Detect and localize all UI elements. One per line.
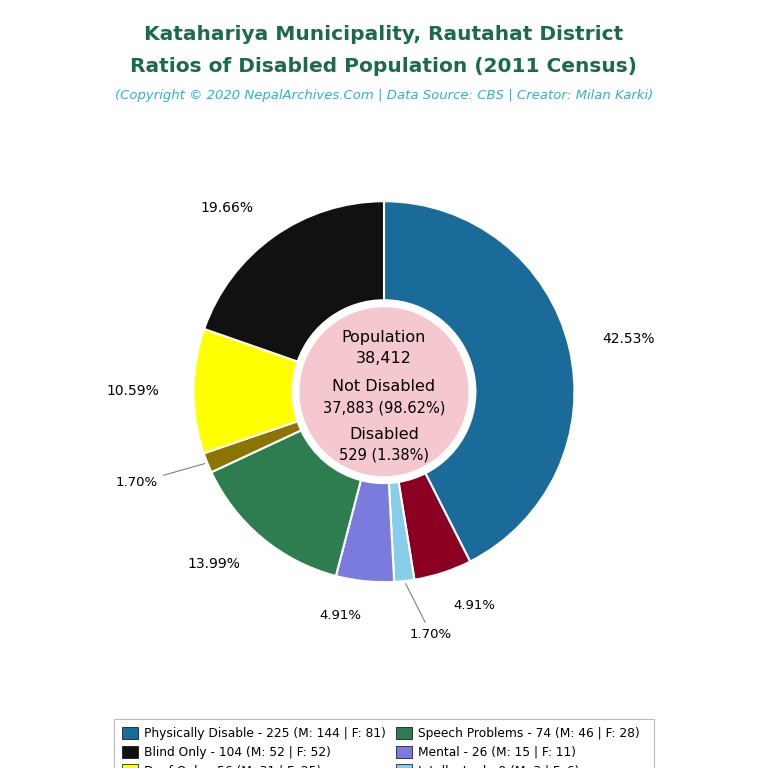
Text: Ratios of Disabled Population (2011 Census): Ratios of Disabled Population (2011 Cens… bbox=[131, 58, 637, 76]
Text: 37,883 (98.62%): 37,883 (98.62%) bbox=[323, 400, 445, 415]
Wedge shape bbox=[204, 422, 301, 472]
Text: 13.99%: 13.99% bbox=[187, 558, 240, 571]
Text: Disabled: Disabled bbox=[349, 427, 419, 442]
Text: 19.66%: 19.66% bbox=[201, 201, 254, 216]
Circle shape bbox=[300, 308, 468, 475]
Text: 1.70%: 1.70% bbox=[406, 584, 452, 641]
Text: 529 (1.38%): 529 (1.38%) bbox=[339, 448, 429, 463]
Text: Not Disabled: Not Disabled bbox=[333, 379, 435, 394]
Wedge shape bbox=[336, 480, 394, 582]
Text: Katahariya Municipality, Rautahat District: Katahariya Municipality, Rautahat Distri… bbox=[144, 25, 624, 44]
Wedge shape bbox=[194, 329, 298, 453]
Text: 4.91%: 4.91% bbox=[319, 609, 362, 622]
Legend: Physically Disable - 225 (M: 144 | F: 81), Blind Only - 104 (M: 52 | F: 52), Dea: Physically Disable - 225 (M: 144 | F: 81… bbox=[114, 719, 654, 768]
Text: 42.53%: 42.53% bbox=[603, 333, 655, 346]
Text: (Copyright © 2020 NepalArchives.Com | Data Source: CBS | Creator: Milan Karki): (Copyright © 2020 NepalArchives.Com | Da… bbox=[115, 90, 653, 102]
Text: 4.91%: 4.91% bbox=[454, 599, 495, 612]
Text: 10.59%: 10.59% bbox=[107, 384, 159, 398]
Text: 1.70%: 1.70% bbox=[116, 464, 204, 489]
Wedge shape bbox=[399, 473, 470, 580]
Wedge shape bbox=[384, 201, 574, 561]
Text: Population: Population bbox=[342, 330, 426, 345]
Wedge shape bbox=[204, 201, 384, 362]
Wedge shape bbox=[211, 430, 361, 576]
Wedge shape bbox=[389, 482, 415, 582]
Text: 38,412: 38,412 bbox=[356, 351, 412, 366]
